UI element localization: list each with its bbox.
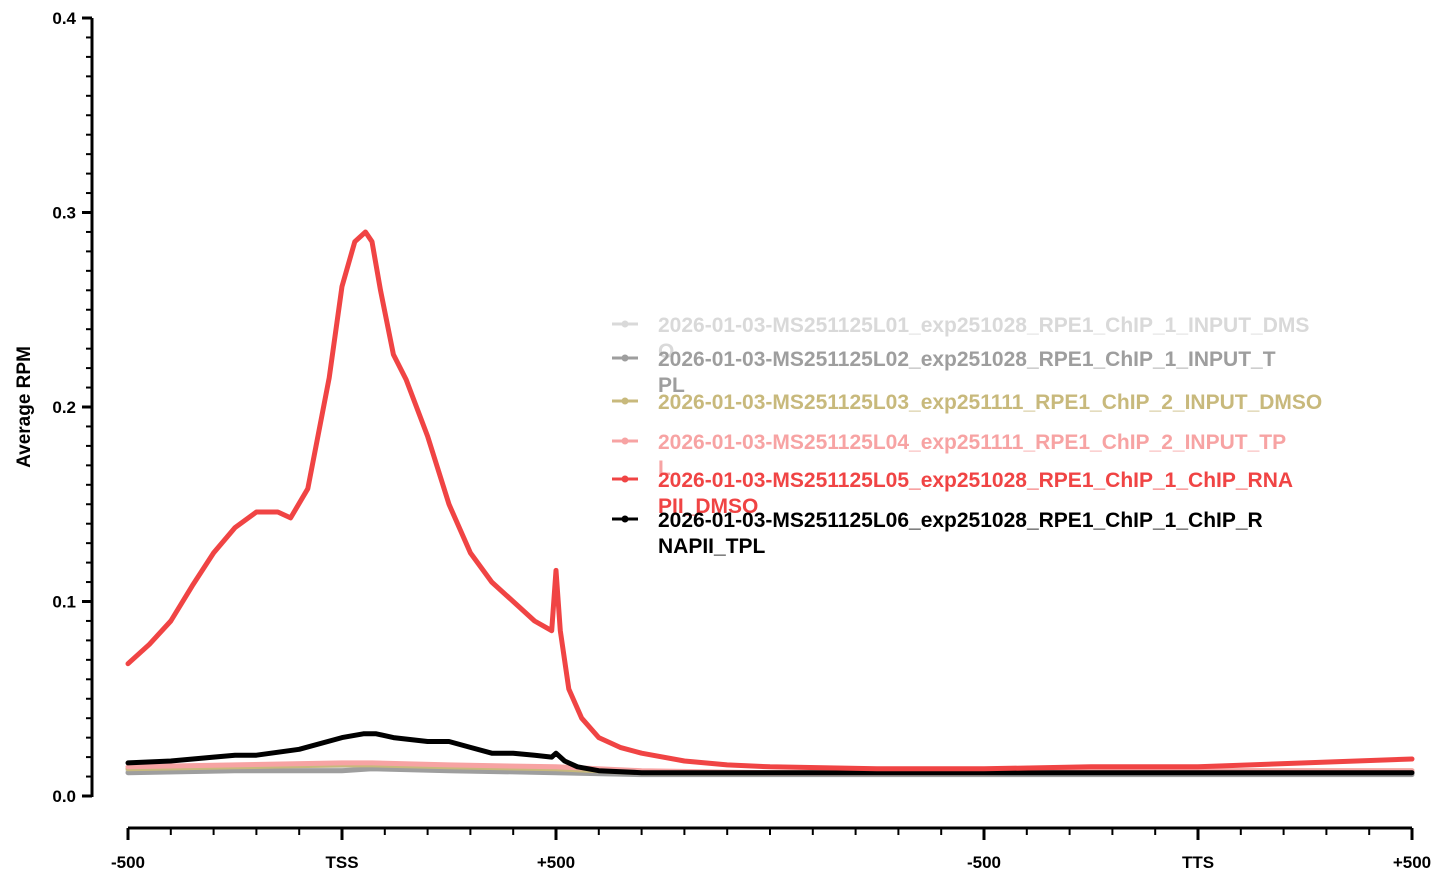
legend-label: 2026-01-03-MS251125L01_exp251028_RPE1_Ch…	[658, 314, 1309, 337]
legend-label: 2026-01-03-MS251125L05_exp251028_RPE1_Ch…	[658, 469, 1293, 492]
legend-label: 2026-01-03-MS251125L04_exp251111_RPE1_Ch…	[658, 431, 1286, 454]
legend-item-5: 2026-01-03-MS251125L05_exp251028_RPE1_Ch…	[612, 469, 1293, 518]
legend-label: 2026-01-03-MS251125L02_exp251028_RPE1_Ch…	[658, 348, 1276, 371]
y-tick-label: 0.2	[52, 398, 76, 417]
x-tick-label: +500	[1393, 853, 1431, 872]
y-tick-label: 0.1	[52, 593, 76, 612]
legend-item-6: 2026-01-03-MS251125L06_exp251028_RPE1_Ch…	[612, 509, 1263, 558]
series-lines	[125, 229, 1415, 778]
y-tick-label: 0.4	[52, 9, 76, 28]
legend-swatch-marker	[621, 320, 629, 328]
x-tick-label: TSS	[325, 853, 358, 872]
legend-label: 2026-01-03-MS251125L03_exp251111_RPE1_Ch…	[658, 391, 1322, 414]
y-tick-label: 0.0	[52, 787, 76, 806]
legend-label: 2026-01-03-MS251125L06_exp251028_RPE1_Ch…	[658, 509, 1263, 532]
x-tick-label: -500	[111, 853, 145, 872]
x-tick-label: TTS	[1182, 853, 1214, 872]
legend-item-1: 2026-01-03-MS251125L01_exp251028_RPE1_Ch…	[612, 314, 1309, 363]
legend-swatch-marker	[621, 397, 629, 405]
legend-swatch-marker	[621, 437, 629, 445]
series-line-6	[125, 731, 1415, 776]
legend-item-2: 2026-01-03-MS251125L02_exp251028_RPE1_Ch…	[612, 348, 1276, 397]
legend: 2026-01-03-MS251125L01_exp251028_RPE1_Ch…	[612, 314, 1322, 558]
legend-item-4: 2026-01-03-MS251125L04_exp251111_RPE1_Ch…	[612, 431, 1286, 480]
x-tick-label: +500	[537, 853, 575, 872]
legend-label: L	[658, 457, 671, 480]
y-axis-title: Average RPM	[14, 346, 35, 468]
legend-label: NAPII_TPL	[658, 535, 766, 558]
legend-item-3: 2026-01-03-MS251125L03_exp251111_RPE1_Ch…	[612, 391, 1322, 414]
y-tick-label: 0.3	[52, 204, 76, 223]
legend-label: O	[658, 340, 674, 363]
legend-label: PL	[658, 374, 685, 397]
legend-swatch-marker	[621, 475, 629, 483]
legend-swatch-marker	[621, 354, 629, 362]
axes: 0.0 0.1 0.2 0.3 0.4 -500 TSS +500 -500 TTS +500	[52, 9, 1431, 872]
legend-label: PII_DMSO	[658, 495, 758, 518]
legend-swatch-marker	[621, 515, 629, 523]
x-tick-label: -500	[967, 853, 1001, 872]
series-line-5	[125, 229, 1415, 772]
